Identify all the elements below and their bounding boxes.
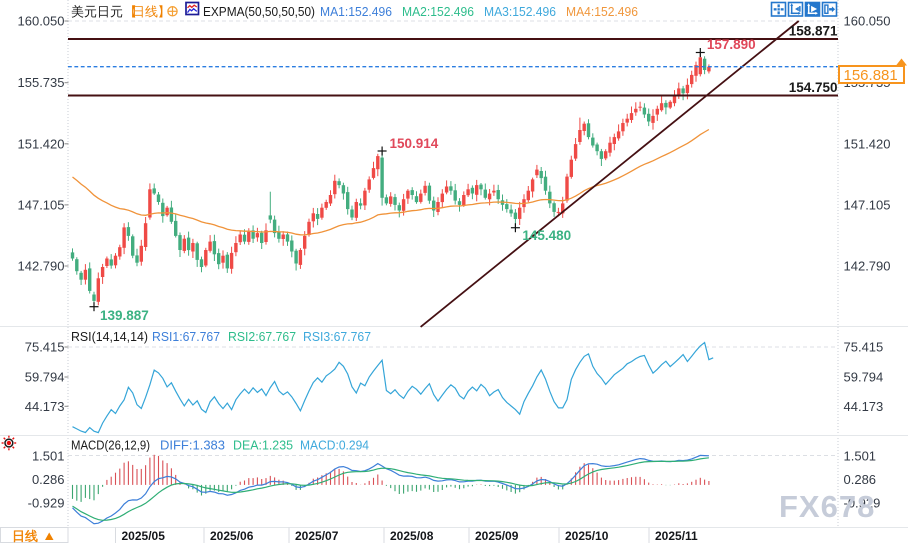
svg-text:2025/08: 2025/08: [390, 529, 434, 543]
svg-text:DIFF:1.383: DIFF:1.383: [160, 438, 225, 453]
svg-text:157.890: 157.890: [707, 37, 756, 52]
svg-text:151.420: 151.420: [844, 136, 891, 151]
svg-text:2025/07: 2025/07: [295, 529, 339, 543]
svg-text:DEA:1.235: DEA:1.235: [233, 438, 293, 453]
svg-text:MA3:152.496: MA3:152.496: [484, 4, 556, 19]
svg-text:150.914: 150.914: [390, 136, 439, 151]
svg-text:EXPMA(50,50,50,50): EXPMA(50,50,50,50): [203, 4, 315, 19]
svg-text:142.790: 142.790: [18, 259, 65, 274]
svg-text:RSI3:67.767: RSI3:67.767: [303, 329, 371, 344]
svg-text:158.871: 158.871: [789, 24, 838, 39]
svg-text:2025/06: 2025/06: [210, 529, 254, 543]
svg-text:2025/05: 2025/05: [122, 529, 166, 543]
svg-text:0.286: 0.286: [32, 472, 65, 487]
svg-text:FX678: FX678: [779, 489, 875, 524]
svg-text:-0.929: -0.929: [28, 495, 65, 510]
svg-text:151.420: 151.420: [18, 136, 65, 151]
svg-text:154.750: 154.750: [789, 80, 838, 95]
svg-text:75.415: 75.415: [844, 340, 884, 355]
svg-text:156.881: 156.881: [844, 67, 898, 84]
svg-text:MACD(26,12,9): MACD(26,12,9): [71, 438, 150, 453]
svg-text:MACD:0.294: MACD:0.294: [300, 438, 369, 453]
svg-text:MA2:152.496: MA2:152.496: [402, 4, 474, 19]
svg-text:MA1:152.496: MA1:152.496: [320, 4, 392, 19]
svg-text:2025/10: 2025/10: [565, 529, 609, 543]
svg-text:2025/11: 2025/11: [655, 529, 698, 543]
svg-text:0.286: 0.286: [844, 472, 877, 487]
svg-text:160.050: 160.050: [844, 14, 891, 29]
svg-text:MA4:152.496: MA4:152.496: [566, 4, 638, 19]
svg-text:142.790: 142.790: [844, 259, 891, 274]
svg-text:75.415: 75.415: [25, 340, 65, 355]
svg-text:RSI(14,14,14): RSI(14,14,14): [71, 329, 148, 344]
svg-text:44.173: 44.173: [844, 399, 884, 414]
svg-text:44.173: 44.173: [25, 399, 65, 414]
svg-text:-0.929: -0.929: [844, 495, 881, 510]
svg-text:147.105: 147.105: [844, 197, 891, 212]
svg-text:139.887: 139.887: [100, 308, 149, 323]
svg-text:2025/09: 2025/09: [475, 529, 519, 543]
svg-text:RSI2:67.767: RSI2:67.767: [228, 329, 296, 344]
svg-text:155.735: 155.735: [18, 75, 65, 90]
svg-text:160.050: 160.050: [18, 14, 65, 29]
svg-text:1.501: 1.501: [844, 449, 877, 464]
svg-text:145.480: 145.480: [522, 228, 571, 243]
svg-text:59.794: 59.794: [25, 370, 65, 385]
svg-text:1.501: 1.501: [32, 449, 65, 464]
svg-text:147.105: 147.105: [18, 197, 65, 212]
svg-text:RSI1:67.767: RSI1:67.767: [152, 329, 220, 344]
svg-text:59.794: 59.794: [844, 370, 884, 385]
